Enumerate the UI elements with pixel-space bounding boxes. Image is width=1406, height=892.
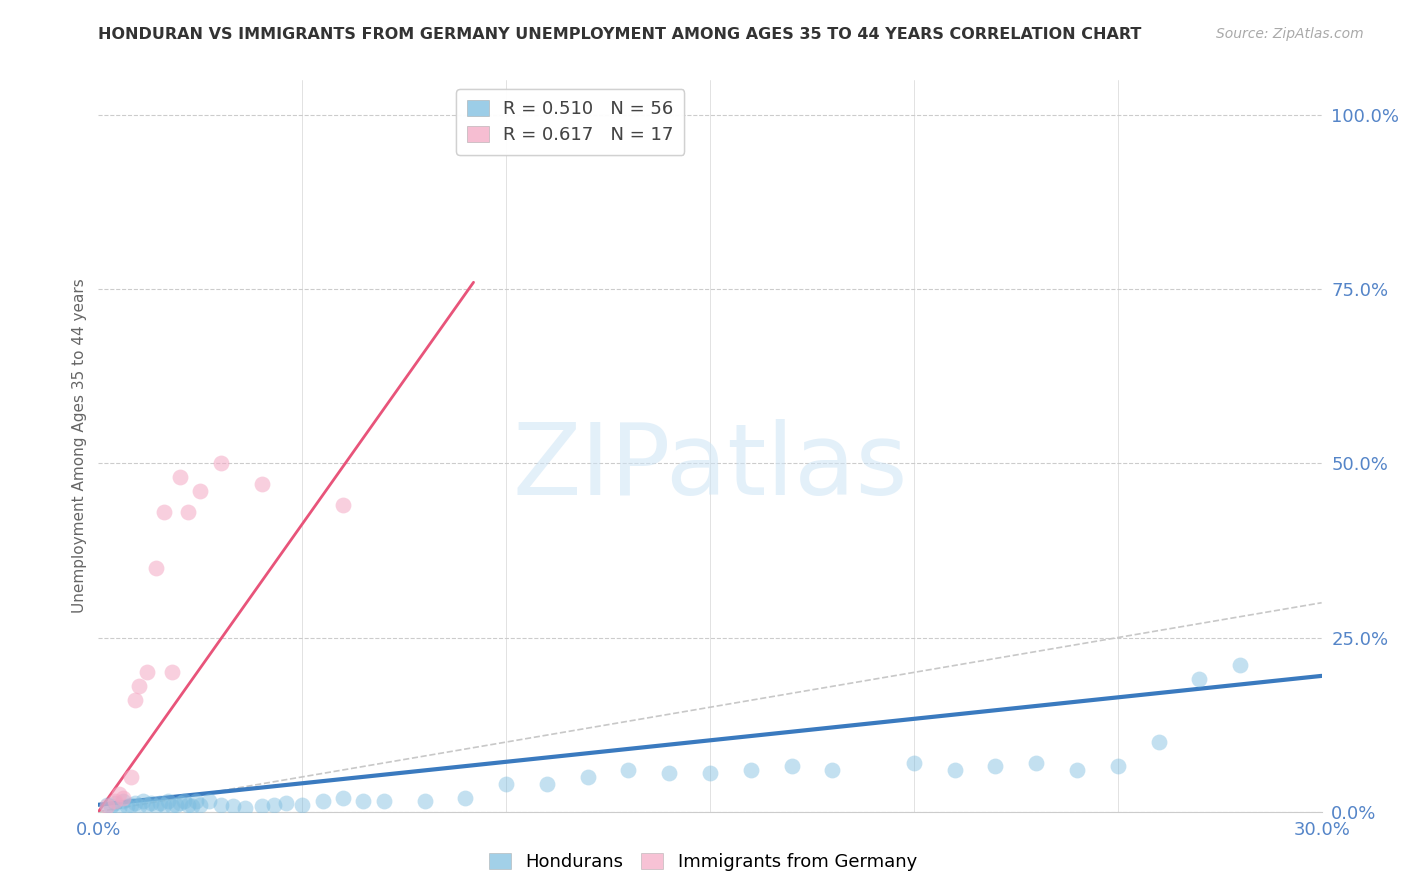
- Point: [111, 790, 134, 805]
- Point: [495, 777, 517, 791]
- Point: [141, 797, 163, 811]
- Point: [740, 763, 762, 777]
- Point: [169, 797, 191, 811]
- Point: [188, 797, 212, 812]
- Point: [149, 797, 172, 811]
- Point: [128, 679, 150, 693]
- Point: [160, 665, 183, 680]
- Point: [120, 770, 142, 784]
- Legend: Hondurans, Immigrants from Germany: Hondurans, Immigrants from Germany: [482, 846, 924, 879]
- Point: [658, 766, 681, 780]
- Point: [104, 794, 127, 808]
- Point: [145, 799, 167, 814]
- Point: [332, 790, 354, 805]
- Point: [120, 797, 142, 812]
- Point: [332, 498, 354, 512]
- Point: [100, 799, 122, 814]
- Point: [128, 799, 150, 814]
- Text: Source: ZipAtlas.com: Source: ZipAtlas.com: [1216, 27, 1364, 41]
- Point: [274, 797, 297, 811]
- Point: [169, 470, 191, 484]
- Point: [96, 799, 118, 814]
- Point: [1107, 759, 1129, 773]
- Point: [1025, 756, 1047, 770]
- Point: [152, 505, 174, 519]
- Point: [108, 801, 131, 815]
- Point: [1229, 658, 1251, 673]
- Point: [108, 787, 131, 801]
- Point: [263, 797, 285, 812]
- Point: [291, 797, 314, 812]
- Point: [124, 693, 146, 707]
- Point: [160, 799, 183, 814]
- Point: [209, 457, 232, 471]
- Point: [233, 801, 256, 815]
- Legend: R = 0.510   N = 56, R = 0.617   N = 17: R = 0.510 N = 56, R = 0.617 N = 17: [456, 89, 685, 154]
- Point: [250, 799, 273, 814]
- Point: [352, 794, 374, 808]
- Point: [943, 763, 966, 777]
- Point: [1188, 673, 1211, 687]
- Point: [188, 484, 212, 499]
- Point: [312, 794, 335, 808]
- Point: [136, 665, 159, 680]
- Point: [780, 759, 803, 773]
- Text: ZIPatlas: ZIPatlas: [512, 419, 908, 516]
- Point: [576, 770, 599, 784]
- Point: [152, 797, 174, 812]
- Point: [181, 799, 204, 814]
- Text: HONDURAN VS IMMIGRANTS FROM GERMANY UNEMPLOYMENT AMONG AGES 35 TO 44 YEARS CORRE: HONDURAN VS IMMIGRANTS FROM GERMANY UNEM…: [98, 27, 1142, 42]
- Point: [115, 799, 138, 814]
- Point: [984, 759, 1007, 773]
- Point: [197, 794, 219, 808]
- Point: [165, 797, 187, 812]
- Point: [177, 797, 200, 812]
- Point: [177, 505, 200, 519]
- Point: [136, 797, 159, 812]
- Point: [156, 794, 179, 808]
- Point: [173, 794, 195, 808]
- Point: [903, 756, 925, 770]
- Point: [699, 766, 721, 780]
- Point: [104, 797, 127, 811]
- Point: [821, 763, 844, 777]
- Point: [1066, 763, 1088, 777]
- Y-axis label: Unemployment Among Ages 35 to 44 years: Unemployment Among Ages 35 to 44 years: [72, 278, 87, 614]
- Point: [222, 799, 245, 814]
- Point: [373, 794, 395, 808]
- Point: [413, 794, 436, 808]
- Point: [124, 797, 146, 811]
- Point: [186, 794, 208, 808]
- Point: [536, 777, 558, 791]
- Point: [617, 763, 640, 777]
- Point: [1147, 735, 1170, 749]
- Point: [145, 561, 167, 575]
- Point: [111, 794, 134, 808]
- Point: [250, 477, 273, 491]
- Point: [96, 797, 118, 812]
- Point: [454, 790, 477, 805]
- Point: [132, 794, 155, 808]
- Point: [209, 797, 232, 812]
